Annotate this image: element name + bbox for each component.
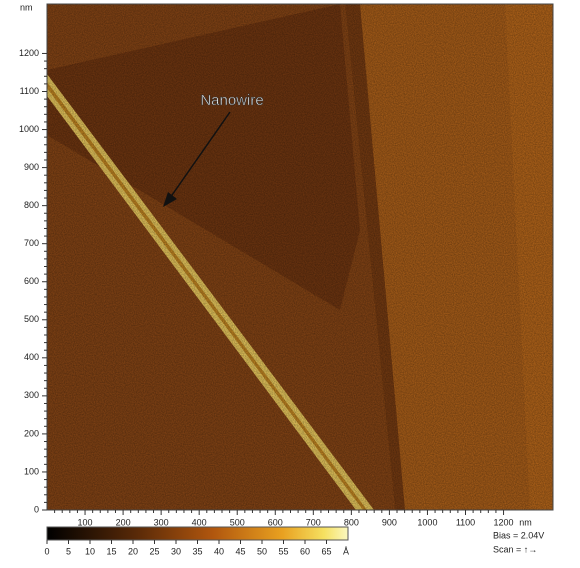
y-tick-label: 1000: [19, 124, 39, 134]
x-tick-label: 1000: [417, 517, 437, 527]
y-unit: nm: [20, 2, 33, 12]
y-tick-label: 100: [24, 466, 39, 476]
colorbar-tick-label: 50: [257, 546, 267, 556]
colorbar-tick-label: 25: [149, 546, 159, 556]
colorbar-tick-label: 5: [66, 546, 71, 556]
x-tick-label: 200: [116, 517, 131, 527]
y-tick-label: 600: [24, 276, 39, 286]
colorbar-tick-label: 10: [85, 546, 95, 556]
colorbar-unit: Å: [343, 546, 349, 556]
colorbar-tick-label: 65: [321, 546, 331, 556]
x-tick-label: 300: [154, 517, 169, 527]
colorbar-tick-label: 60: [300, 546, 310, 556]
x-tick-label: 700: [306, 517, 321, 527]
colorbar-tick-label: 0: [44, 546, 49, 556]
x-tick-label: 1200: [494, 517, 514, 527]
x-tick-label: 500: [230, 517, 245, 527]
x-tick-label: 100: [78, 517, 93, 527]
chart: Nanowire nm Bias = 2.04V Scan = ↑→ 01002…: [0, 0, 580, 563]
y-tick-label: 0: [34, 504, 39, 514]
scan: Scan = ↑→: [493, 544, 537, 554]
annotation: Nanowire: [200, 92, 263, 109]
colorbar-tick-label: 30: [171, 546, 181, 556]
x-tick-label: 800: [344, 517, 359, 527]
x-tick-label: 900: [382, 517, 397, 527]
x-tick-label: 600: [268, 517, 283, 527]
x-tick-label: 1100: [456, 517, 475, 527]
y-tick-label: 800: [24, 200, 39, 210]
y-tick-label: 1100: [20, 86, 39, 96]
colorbar-tick-label: 55: [278, 546, 288, 556]
colorbar-tick-label: 45: [235, 546, 245, 556]
y-tick-label: 900: [24, 162, 39, 172]
colorbar-tick-label: 15: [106, 546, 116, 556]
stm-image: [47, 4, 553, 510]
y-tick-label: 300: [24, 390, 39, 400]
y-tick-label: 200: [24, 428, 39, 438]
y-tick-label: 700: [24, 238, 39, 248]
colorbar: [47, 527, 348, 540]
y-tick-label: 400: [24, 352, 39, 362]
x-unit: nm: [519, 517, 532, 527]
bias: Bias = 2.04V: [493, 530, 544, 540]
y-tick-label: 500: [24, 314, 39, 324]
colorbar-tick-label: 40: [214, 546, 224, 556]
colorbar-tick-label: 20: [128, 546, 138, 556]
y-tick-label: 1200: [19, 48, 39, 58]
colorbar-tick-label: 35: [192, 546, 202, 556]
x-tick-label: 400: [192, 517, 207, 527]
